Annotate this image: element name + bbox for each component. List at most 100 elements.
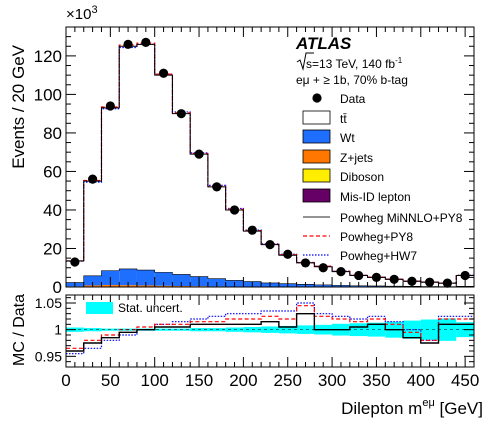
- ttbar-bar: [261, 244, 279, 283]
- main-legend: Data tt̄ Wt Z+jets Diboson Mis-ID lepton Powhe…: [302, 92, 463, 263]
- main-y-tick-label: 40: [43, 201, 62, 220]
- legend-label: Z+jets: [340, 151, 373, 165]
- stat-uncertainty-bin: [349, 323, 368, 337]
- selection-annotation: eμ + ≥ 1b, 70% b-tag: [296, 73, 408, 87]
- data-point: [389, 274, 399, 284]
- data-point: [123, 39, 133, 49]
- ttbar-bar: [296, 262, 315, 285]
- legend-swatch: [302, 149, 331, 164]
- ratio-legend: Stat. uncert.: [86, 301, 183, 315]
- data-point: [70, 257, 80, 267]
- main-y-tick-label: 20: [43, 239, 62, 258]
- data-point: [88, 174, 98, 184]
- x-tick-label: 200: [229, 371, 257, 390]
- legend-swatch: [302, 110, 331, 125]
- ttbar-bar: [207, 186, 226, 279]
- sqrt-symbol: [296, 52, 314, 71]
- legend-label: Powheg MiNNLO+PY8: [340, 211, 463, 225]
- data-point: [265, 240, 275, 250]
- data-point: [212, 182, 222, 192]
- data-point: [354, 270, 364, 281]
- scale-label: ×103: [66, 4, 98, 23]
- wt-bar: [83, 275, 102, 286]
- ratio-line: [66, 302, 474, 355]
- main-y-axis-label: Events / 20 GeV: [9, 44, 28, 168]
- data-point: [318, 263, 328, 273]
- legend-label: Diboson: [340, 170, 384, 184]
- main-y-tick-label: 0: [53, 278, 62, 297]
- data-point: [300, 258, 311, 268]
- x-tick-label: 150: [185, 371, 213, 390]
- wt-bar: [172, 274, 191, 287]
- main-data-points: [70, 37, 470, 288]
- x-tick-label: 100: [141, 371, 169, 390]
- legend-swatch: [302, 188, 331, 203]
- main-y-tick-label: 120: [34, 47, 62, 66]
- legend-data-marker: [312, 93, 322, 103]
- data-point: [158, 68, 169, 78]
- ttbar-bar: [154, 75, 173, 273]
- data-point: [336, 266, 346, 277]
- atlas-label: ATLAS: [295, 34, 352, 53]
- x-tick-label: 0: [61, 371, 70, 390]
- legend-label: Data: [340, 92, 366, 106]
- stat-uncertainty-bin: [438, 318, 457, 341]
- legend-label: Mis-ID lepton: [340, 190, 411, 204]
- x-axis-label: Dilepton meμ [GeV]: [341, 397, 483, 418]
- legend-stat-uncert-label: Stat. uncert.: [118, 301, 183, 315]
- ttbar-bar: [190, 154, 208, 277]
- wt-bar: [119, 268, 137, 286]
- ratio-y-tick-label: 1.05: [35, 295, 62, 311]
- data-point: [460, 270, 470, 281]
- stat-uncertainty-bin: [278, 325, 297, 334]
- stat-uncertainty-bin: [367, 322, 386, 337]
- data-point: [247, 225, 257, 235]
- legend-label: Wt: [340, 131, 355, 145]
- legend-swatch: [302, 168, 331, 183]
- ttbar-bar: [83, 181, 102, 276]
- ttbar-bar: [243, 231, 262, 282]
- legend-stat-uncert-swatch: [86, 302, 113, 314]
- main-axes: 0 20 40 60 80 100 120: [34, 26, 475, 297]
- ratio-y-tick-label: 1: [54, 322, 62, 338]
- ttbar-bar: [172, 113, 191, 275]
- ttbar-bar: [101, 107, 120, 271]
- stat-uncertainty-bin: [296, 325, 315, 334]
- data-point: [176, 109, 186, 119]
- data-point: [105, 101, 115, 111]
- stat-uncertainty-bin: [420, 319, 439, 340]
- ttbar-bar: [278, 255, 297, 284]
- ttbar-bar: [136, 44, 155, 271]
- legend-label: Powheg+PY8: [340, 230, 413, 244]
- ratio-line: [66, 312, 474, 352]
- x-tick-label: 250: [274, 371, 302, 390]
- wt-bar: [136, 270, 155, 286]
- ratio-axes: 0.95 1 1.05 0 50 100 150 200 250 300 350 400 450: [35, 294, 479, 390]
- x-tick-label: 350: [362, 371, 390, 390]
- x-tick-label: 400: [407, 371, 435, 390]
- x-tick-label: 450: [451, 371, 479, 390]
- data-point: [141, 37, 151, 48]
- main-y-tick-label: 60: [43, 162, 62, 181]
- wt-bar: [154, 272, 173, 286]
- x-tick-label: 50: [101, 371, 120, 390]
- data-point: [283, 249, 293, 259]
- ttbar-bar: [225, 209, 244, 281]
- data-point: [229, 205, 240, 215]
- legend-label: Powheg+HW7: [340, 249, 417, 263]
- main-y-tick-label: 100: [34, 85, 62, 104]
- main-stack-fills: [66, 44, 474, 287]
- stat-uncertainty-bin: [403, 320, 421, 339]
- ratio-y-axis-label: MC / Data: [11, 294, 28, 366]
- energy-annotation: s=13 TeV, 140 fb-1: [296, 52, 403, 71]
- data-point: [194, 149, 204, 159]
- legend-swatch: [302, 129, 331, 144]
- main-y-tick-label: 80: [43, 124, 62, 143]
- ratio-lines: [66, 302, 474, 355]
- ttbar-bar: [119, 46, 137, 269]
- ttbar-bar: [332, 271, 350, 286]
- ratio-y-tick-label: 0.95: [35, 348, 62, 364]
- legend-label: tt̄: [340, 112, 347, 126]
- svg-text:s=13 TeV, 140 fb-1: s=13 TeV, 140 fb-1: [306, 56, 403, 71]
